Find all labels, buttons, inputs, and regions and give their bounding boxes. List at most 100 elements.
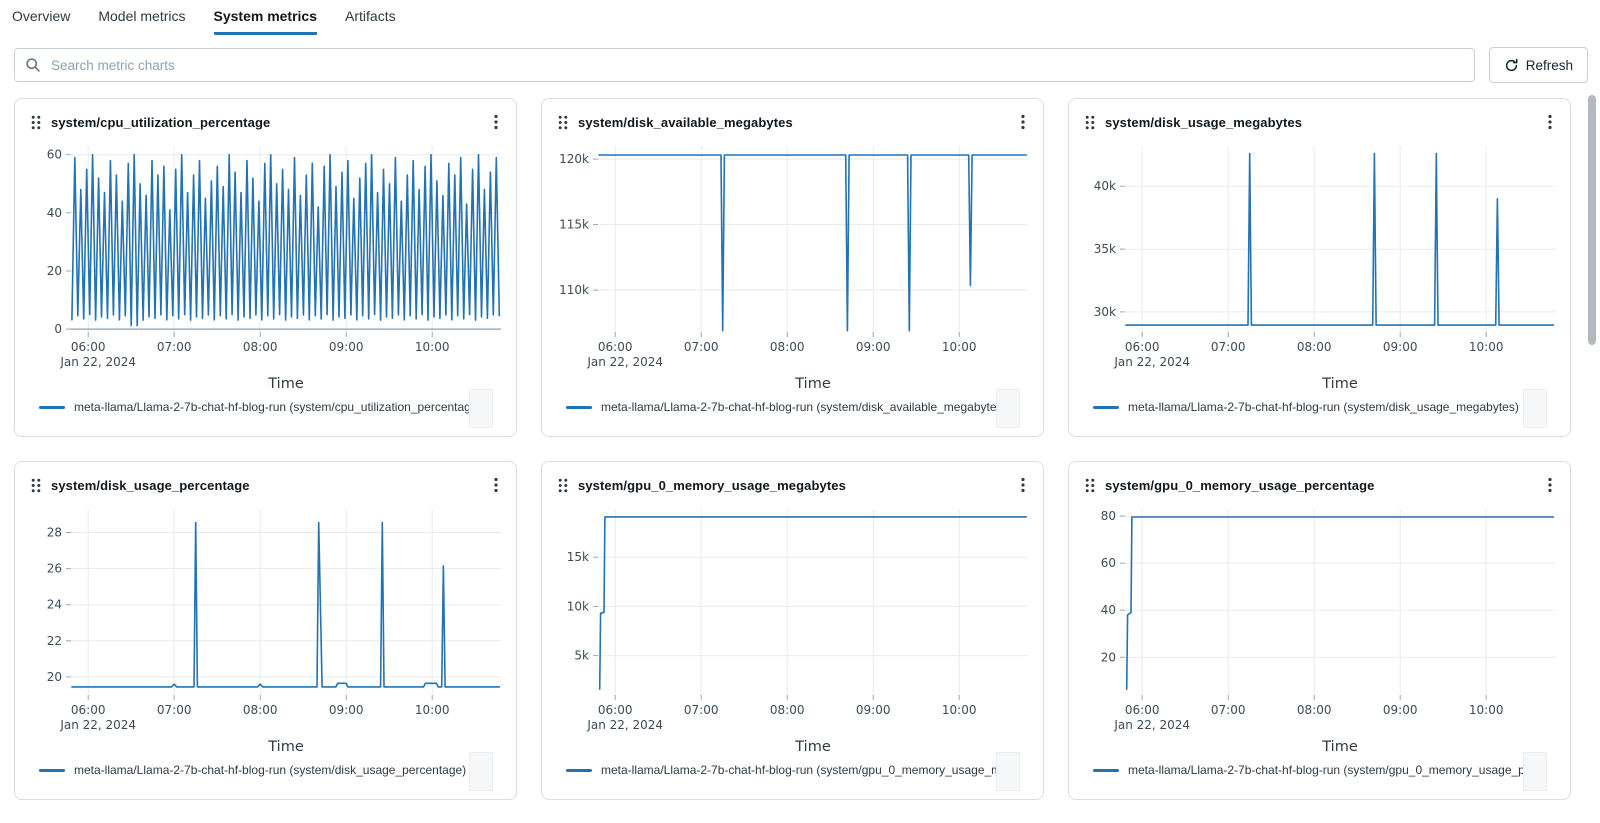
chart-resize-handle[interactable] [1523,389,1547,428]
drag-handle-icon[interactable] [1085,478,1095,493]
metric-chart-card: system/cpu_utilization_percentage 0 20 40 6… [14,98,517,437]
legend-line-swatch [39,405,65,409]
svg-text:10:00: 10:00 [415,340,450,354]
chart-legend: meta-llama/Llama-2-7b-chat-hf-blog-run (… [542,400,1043,414]
drag-handle-icon[interactable] [31,115,41,130]
svg-text:06:00: 06:00 [1125,703,1160,717]
svg-text:06:00: 06:00 [71,340,106,354]
chart-title: system/disk_usage_megabytes [1105,114,1303,130]
chart-canvas[interactable]: 20 40 60 80 06:00 07:00 08:00 09:00 10:00 Jan 22,… [1069,497,1571,763]
svg-text:35k: 35k [1094,242,1116,256]
chart-menu-button[interactable] [490,475,502,495]
search-input[interactable] [49,56,1464,74]
svg-text:08:00: 08:00 [243,703,278,717]
svg-text:24: 24 [47,598,62,612]
svg-text:08:00: 08:00 [1297,703,1332,717]
chart-canvas[interactable]: 20 22 24 26 28 06:00 07:00 08:00 09:00 10:00 Jan 2… [15,497,517,763]
chart-resize-handle[interactable] [469,389,493,428]
chart-resize-handle[interactable] [1523,752,1547,791]
svg-text:Jan 22, 2024: Jan 22, 2024 [1113,718,1190,732]
tab-system-metrics[interactable]: System metrics [213,8,318,35]
chart-menu-button[interactable] [1017,112,1029,132]
svg-text:08:00: 08:00 [1297,340,1332,354]
kebab-icon [1548,114,1552,130]
legend-line-swatch [566,768,592,772]
legend-line-swatch [39,768,65,772]
svg-text:20: 20 [47,670,62,684]
vertical-scrollbar-thumb[interactable] [1588,95,1596,345]
card-header: system/disk_usage_percentage [15,462,516,495]
chart-menu-button[interactable] [490,112,502,132]
chart-resize-handle[interactable] [996,389,1020,428]
drag-handle-icon[interactable] [31,478,41,493]
chart-legend: meta-llama/Llama-2-7b-chat-hf-blog-run (… [1069,400,1570,414]
legend-label[interactable]: meta-llama/Llama-2-7b-chat-hf-blog-run (… [601,400,1007,414]
card-header: system/gpu_0_memory_usage_megabytes [542,462,1043,495]
svg-text:09:00: 09:00 [329,340,364,354]
svg-text:Time: Time [267,739,304,755]
drag-handle-icon[interactable] [558,478,568,493]
svg-text:07:00: 07:00 [157,340,192,354]
legend-line-swatch [1093,405,1119,409]
chart-canvas[interactable]: 110k 115k 120k 06:00 07:00 08:00 09:00 10:00 Jan… [542,134,1044,400]
svg-text:10:00: 10:00 [942,703,977,717]
kebab-icon [1021,114,1025,130]
svg-text:Time: Time [267,376,304,392]
chart-title: system/gpu_0_memory_usage_percentage [1105,477,1375,493]
svg-text:08:00: 08:00 [770,703,805,717]
legend-label[interactable]: meta-llama/Llama-2-7b-chat-hf-blog-run (… [74,763,467,777]
svg-text:110k: 110k [559,283,589,297]
chart-menu-button[interactable] [1544,475,1556,495]
chart-title: system/disk_available_megabytes [578,114,793,130]
svg-text:10:00: 10:00 [1469,703,1504,717]
svg-text:30k: 30k [1094,305,1116,319]
chart-canvas[interactable]: 5k 10k 15k 06:00 07:00 08:00 09:00 10:00 Jan 22,… [542,497,1044,763]
tab-artifacts[interactable]: Artifacts [345,8,396,24]
chart-legend: meta-llama/Llama-2-7b-chat-hf-blog-run (… [542,763,1043,777]
drag-handle-icon[interactable] [558,115,568,130]
svg-text:Time: Time [1321,739,1358,755]
chart-canvas[interactable]: 0 20 40 60 06:00 07:00 08:00 09:00 10:00 Jan 22, … [15,134,517,400]
chart-legend: meta-llama/Llama-2-7b-chat-hf-blog-run (… [15,400,516,414]
metric-chart-card: system/disk_available_megabytes 110k 115k… [541,98,1044,437]
svg-text:06:00: 06:00 [598,703,633,717]
legend-label[interactable]: meta-llama/Llama-2-7b-chat-hf-blog-run (… [74,400,482,414]
svg-text:07:00: 07:00 [157,703,192,717]
svg-text:60: 60 [47,148,62,162]
kebab-icon [494,477,498,493]
refresh-button[interactable]: Refresh [1488,47,1588,83]
tab-overview[interactable]: Overview [12,8,71,24]
search-box [14,48,1475,82]
svg-text:20: 20 [1101,650,1116,664]
chart-canvas[interactable]: 30k 35k 40k 06:00 07:00 08:00 09:00 10:00 Jan 22… [1069,134,1571,400]
metric-chart-card: system/gpu_0_memory_usage_percentage 20 4… [1068,461,1571,800]
svg-text:40k: 40k [1094,179,1116,193]
svg-text:Jan 22, 2024: Jan 22, 2024 [586,718,663,732]
svg-text:26: 26 [47,562,62,576]
legend-line-swatch [566,405,592,409]
svg-text:28: 28 [47,526,62,540]
toolbar: Refresh [14,47,1588,83]
kebab-icon [1021,477,1025,493]
card-header: system/cpu_utilization_percentage [15,99,516,132]
legend-label[interactable]: meta-llama/Llama-2-7b-chat-hf-blog-run (… [1128,763,1545,777]
svg-text:09:00: 09:00 [1383,703,1418,717]
legend-label[interactable]: meta-llama/Llama-2-7b-chat-hf-blog-run (… [601,763,1018,777]
chart-resize-handle[interactable] [469,752,493,791]
chart-menu-button[interactable] [1017,475,1029,495]
legend-label[interactable]: meta-llama/Llama-2-7b-chat-hf-blog-run (… [1128,400,1519,414]
svg-text:07:00: 07:00 [684,340,719,354]
tab-model-metrics[interactable]: Model metrics [98,8,186,24]
chart-legend: meta-llama/Llama-2-7b-chat-hf-blog-run (… [15,763,516,777]
drag-handle-icon[interactable] [1085,115,1095,130]
svg-text:10:00: 10:00 [1469,340,1504,354]
refresh-icon [1504,58,1519,73]
svg-text:10k: 10k [567,599,589,613]
chart-menu-button[interactable] [1544,112,1556,132]
legend-line-swatch [1093,768,1119,772]
svg-text:80: 80 [1101,509,1116,523]
chart-resize-handle[interactable] [996,752,1020,791]
svg-text:Jan 22, 2024: Jan 22, 2024 [586,355,663,369]
metric-chart-card: system/gpu_0_memory_usage_megabytes 5k 10… [541,461,1044,800]
refresh-label: Refresh [1525,57,1573,73]
